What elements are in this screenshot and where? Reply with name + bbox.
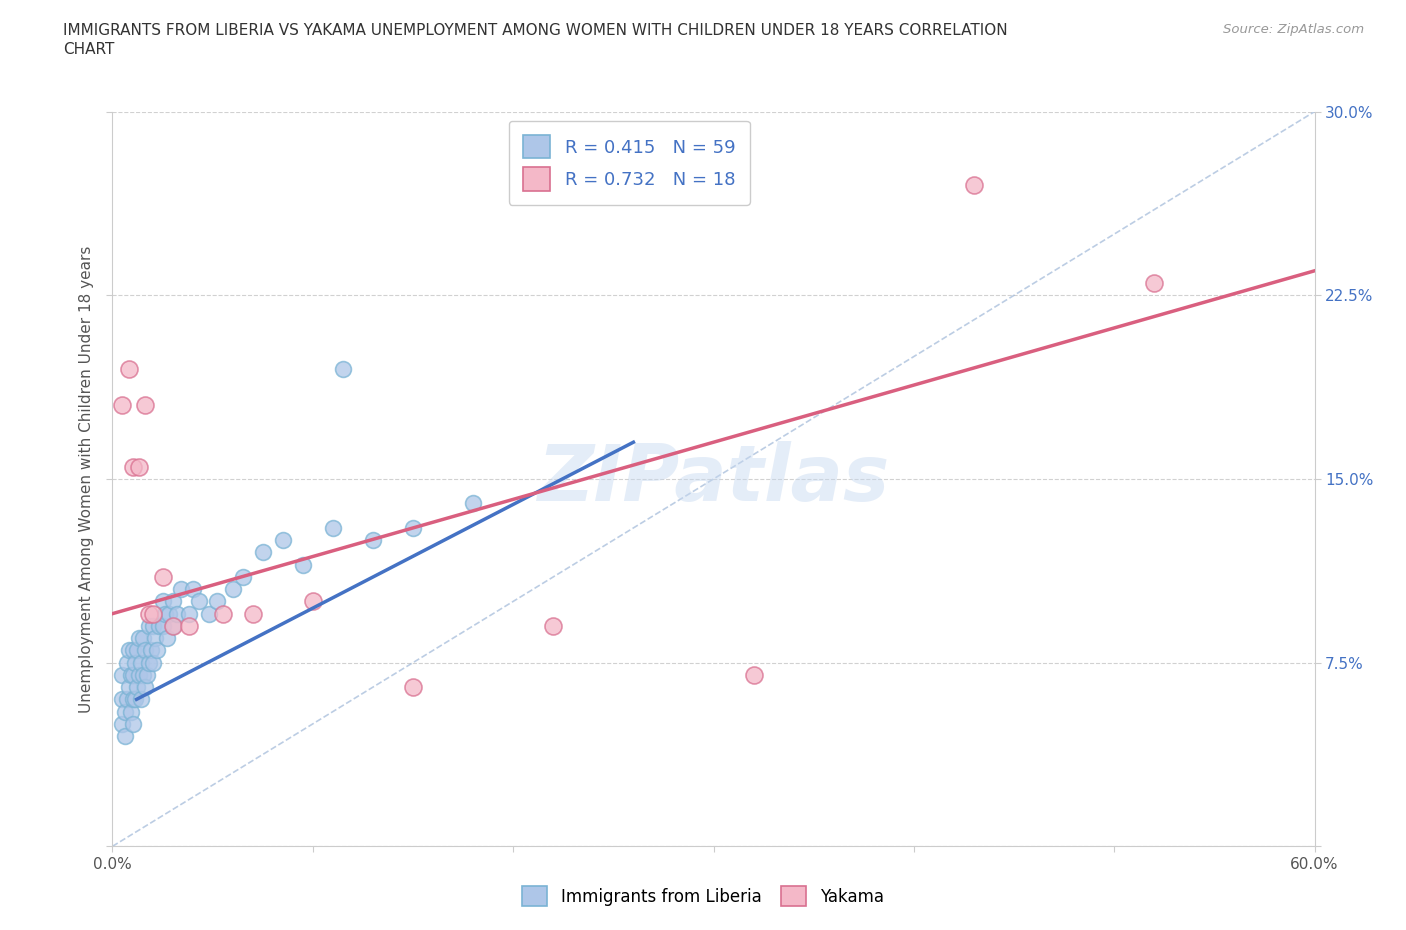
Point bbox=[211, 606, 233, 621]
Point bbox=[155, 631, 177, 645]
Point bbox=[121, 643, 143, 658]
Point bbox=[141, 618, 165, 633]
Point bbox=[152, 594, 174, 609]
Point bbox=[120, 704, 142, 719]
Point bbox=[162, 618, 184, 633]
Point bbox=[291, 557, 314, 572]
Point bbox=[131, 631, 153, 645]
Point bbox=[177, 606, 200, 621]
Point bbox=[115, 692, 138, 707]
Point bbox=[138, 618, 160, 633]
Point bbox=[169, 582, 191, 597]
Point bbox=[111, 668, 134, 683]
Point bbox=[120, 668, 142, 683]
Point bbox=[111, 692, 134, 707]
Point bbox=[153, 606, 176, 621]
Point bbox=[125, 680, 148, 695]
Point bbox=[181, 582, 204, 597]
Point bbox=[141, 656, 165, 671]
Point bbox=[121, 459, 143, 474]
Point bbox=[252, 545, 274, 560]
Point bbox=[134, 398, 156, 413]
Point bbox=[742, 668, 765, 683]
Point bbox=[128, 668, 150, 683]
Point bbox=[117, 361, 139, 376]
Point bbox=[138, 606, 160, 621]
Text: Source: ZipAtlas.com: Source: ZipAtlas.com bbox=[1223, 23, 1364, 36]
Y-axis label: Unemployment Among Women with Children Under 18 years: Unemployment Among Women with Children U… bbox=[79, 246, 94, 712]
Point bbox=[134, 680, 156, 695]
Point bbox=[134, 643, 156, 658]
Point bbox=[143, 631, 166, 645]
Point bbox=[963, 178, 986, 193]
Point bbox=[187, 594, 209, 609]
Point bbox=[128, 459, 150, 474]
Point bbox=[135, 668, 157, 683]
Point bbox=[402, 521, 425, 536]
Point bbox=[461, 496, 484, 511]
Point bbox=[232, 569, 254, 584]
Point bbox=[222, 582, 245, 597]
Point bbox=[197, 606, 219, 621]
Point bbox=[111, 398, 134, 413]
Legend: Immigrants from Liberia, Yakama: Immigrants from Liberia, Yakama bbox=[516, 880, 890, 912]
Point bbox=[162, 594, 184, 609]
Point bbox=[402, 680, 425, 695]
Point bbox=[152, 618, 174, 633]
Point bbox=[322, 521, 344, 536]
Point bbox=[128, 631, 150, 645]
Point bbox=[166, 606, 188, 621]
Point bbox=[124, 692, 146, 707]
Point bbox=[361, 533, 384, 548]
Point bbox=[162, 618, 184, 633]
Point bbox=[205, 594, 228, 609]
Point bbox=[138, 656, 160, 671]
Point bbox=[129, 692, 152, 707]
Legend: R = 0.415   N = 59, R = 0.732   N = 18: R = 0.415 N = 59, R = 0.732 N = 18 bbox=[509, 121, 749, 205]
Text: IMMIGRANTS FROM LIBERIA VS YAKAMA UNEMPLOYMENT AMONG WOMEN WITH CHILDREN UNDER 1: IMMIGRANTS FROM LIBERIA VS YAKAMA UNEMPL… bbox=[63, 23, 1008, 38]
Point bbox=[177, 618, 200, 633]
Point bbox=[129, 656, 152, 671]
Point bbox=[543, 618, 565, 633]
Point bbox=[117, 643, 139, 658]
Text: ZIPatlas: ZIPatlas bbox=[537, 441, 890, 517]
Point bbox=[124, 656, 146, 671]
Point bbox=[1143, 275, 1166, 290]
Point bbox=[302, 594, 325, 609]
Point bbox=[117, 680, 139, 695]
Text: CHART: CHART bbox=[63, 42, 115, 57]
Point bbox=[141, 606, 165, 621]
Point bbox=[157, 606, 180, 621]
Point bbox=[121, 668, 143, 683]
Point bbox=[114, 729, 136, 744]
Point bbox=[332, 361, 354, 376]
Point bbox=[131, 668, 153, 683]
Point bbox=[121, 716, 143, 731]
Point bbox=[114, 704, 136, 719]
Point bbox=[115, 656, 138, 671]
Point bbox=[271, 533, 294, 548]
Point bbox=[148, 618, 170, 633]
Point bbox=[121, 692, 143, 707]
Point bbox=[111, 716, 134, 731]
Point bbox=[139, 643, 162, 658]
Point bbox=[152, 569, 174, 584]
Point bbox=[242, 606, 264, 621]
Point bbox=[145, 643, 167, 658]
Point bbox=[125, 643, 148, 658]
